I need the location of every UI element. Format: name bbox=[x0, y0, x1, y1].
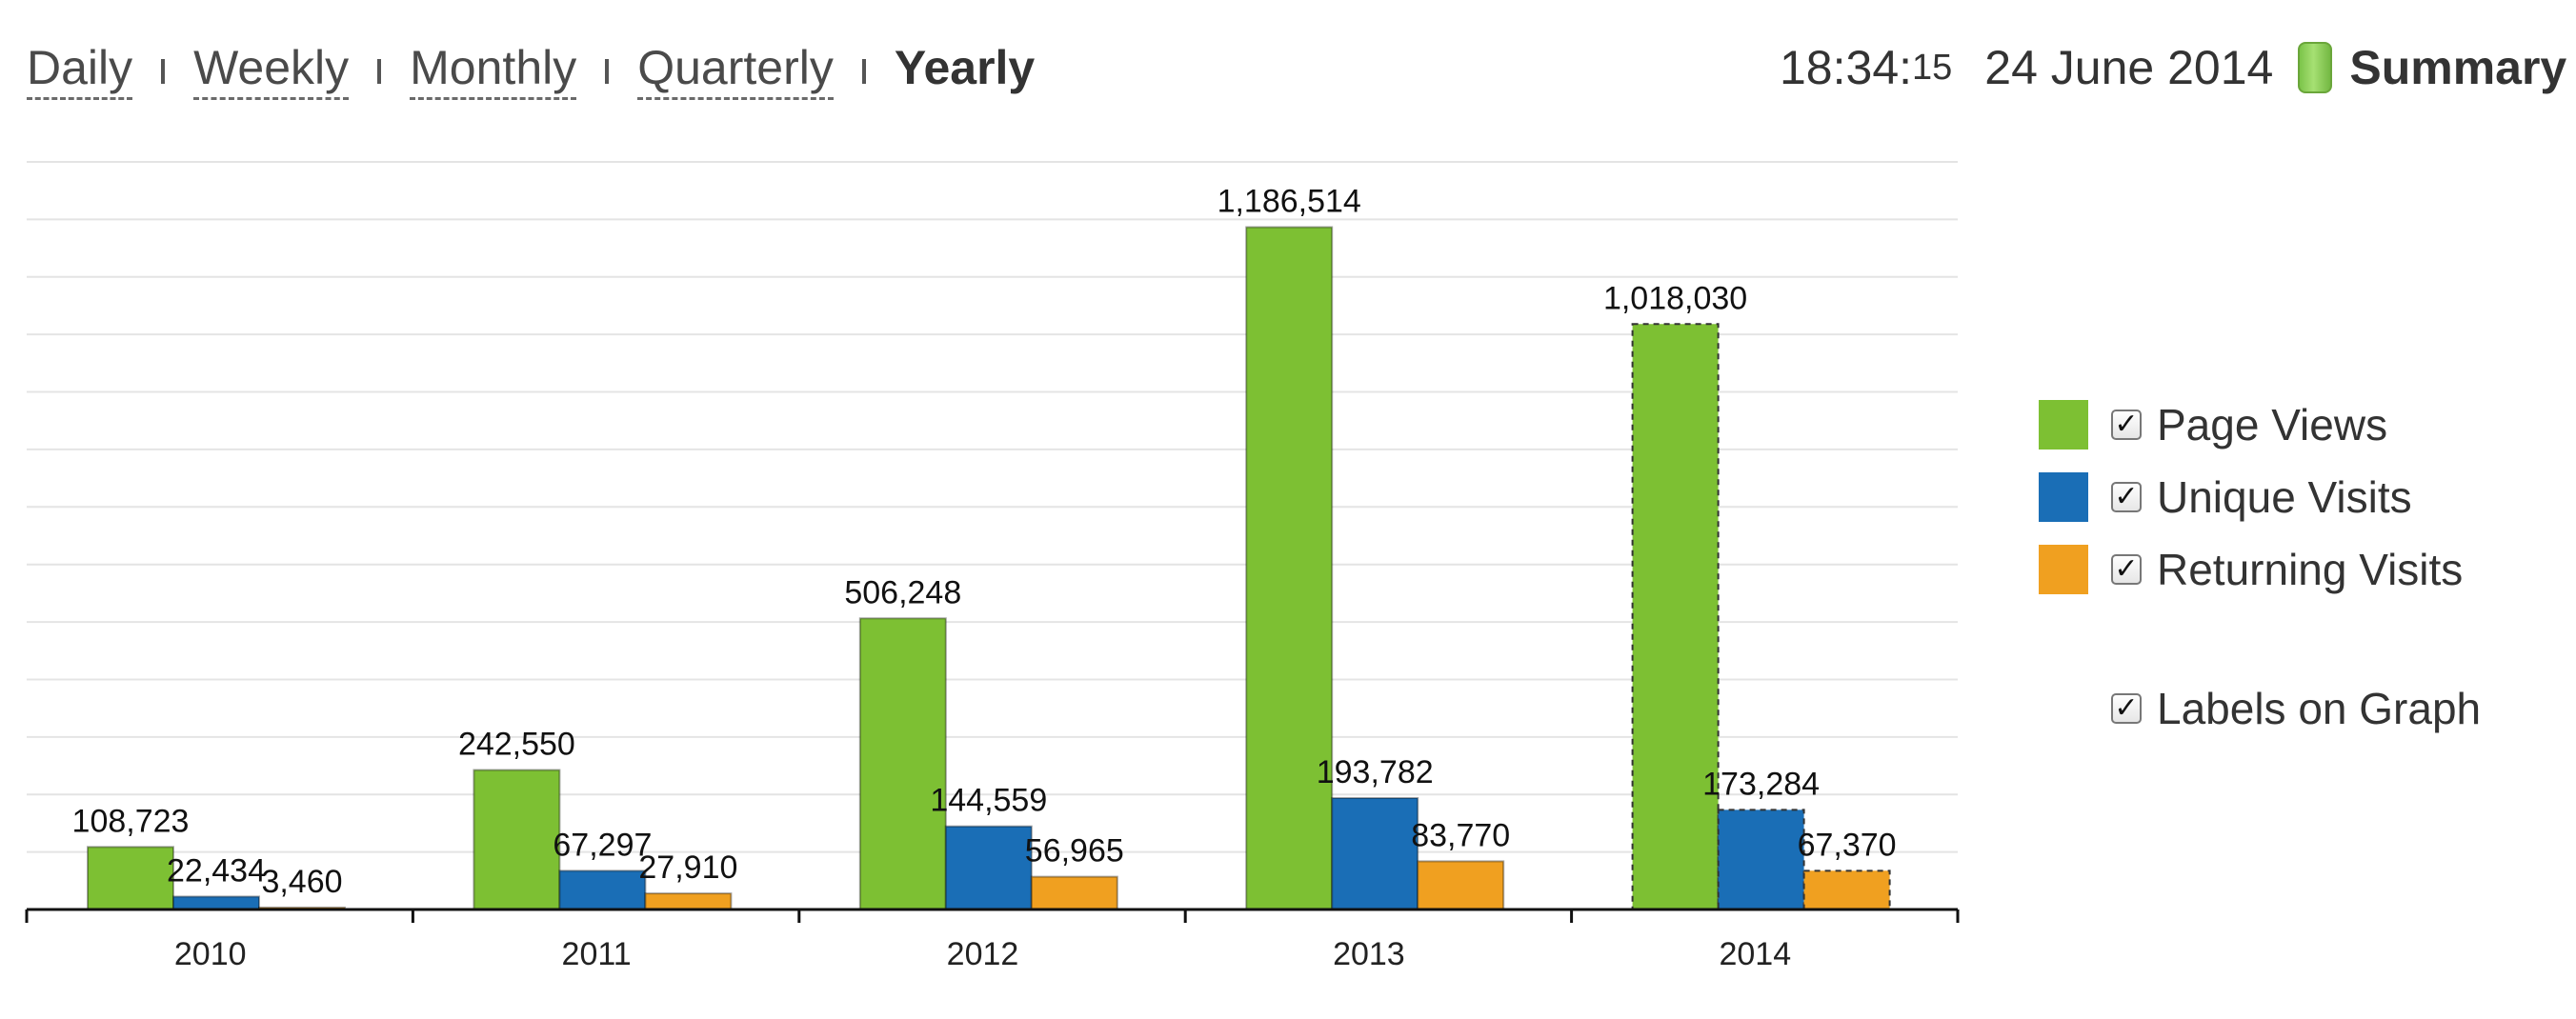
bar-returning-visits-2014 bbox=[1802, 869, 1891, 911]
check-mark: ✓ bbox=[2114, 552, 2139, 586]
bar-returning-visits-2011 bbox=[644, 892, 733, 911]
data-label-unique-visits-2011: 67,297 bbox=[553, 827, 652, 863]
bar-unique-visits-2013 bbox=[1331, 796, 1419, 910]
data-label-returning-visits-2013: 83,770 bbox=[1411, 817, 1510, 853]
legend-swatch-spacer bbox=[2039, 684, 2088, 733]
period-separator bbox=[161, 59, 166, 84]
x-tick-label-2011: 2011 bbox=[562, 936, 632, 972]
check-mark: ✓ bbox=[2114, 691, 2139, 725]
period-separator bbox=[861, 59, 866, 84]
bar-unique-visits-2010 bbox=[172, 895, 260, 910]
x-axis: 2010 2011 2012 2013 2014 bbox=[25, 908, 1960, 972]
bar-page-views-2010 bbox=[87, 846, 174, 910]
period-separator bbox=[377, 59, 382, 84]
data-label-unique-visits-2013: 193,782 bbox=[1317, 754, 1434, 790]
bar-page-views-2013 bbox=[1245, 226, 1334, 911]
clock-seconds: 15 bbox=[1912, 48, 1953, 88]
x-tick-label-2010: 2010 bbox=[174, 936, 247, 972]
data-label-page-views-2014: 1,018,030 bbox=[1603, 280, 1747, 316]
legend-label: Page Views bbox=[2157, 400, 2388, 450]
data-label-unique-visits-2012: 144,559 bbox=[930, 783, 1047, 819]
period-nav: Daily Weekly Monthly Quarterly Yearly bbox=[27, 40, 1035, 107]
bar-returning-visits-2013 bbox=[1417, 860, 1505, 911]
data-label-unique-visits-2014: 173,284 bbox=[1702, 766, 1820, 802]
data-label-page-views-2011: 242,550 bbox=[458, 727, 575, 763]
period-separator bbox=[605, 59, 610, 84]
current-date: 24 June 2014 bbox=[1984, 41, 2274, 94]
period-monthly-link[interactable]: Monthly bbox=[410, 40, 577, 100]
clock-area: 18:34: 15 24 June 2014 Summary bbox=[1780, 40, 2566, 107]
data-label-returning-visits-2012: 56,965 bbox=[1025, 833, 1124, 869]
checkbox-checked-icon[interactable]: ✓ bbox=[2111, 554, 2142, 585]
data-label-page-views-2010: 108,723 bbox=[72, 803, 190, 839]
data-label-unique-visits-2010: 22,434 bbox=[167, 852, 266, 889]
x-tick-label-2013: 2013 bbox=[1333, 936, 1405, 972]
data-label-returning-visits-2014: 67,370 bbox=[1798, 827, 1897, 863]
check-mark: ✓ bbox=[2114, 408, 2139, 441]
bar-returning-visits-2012 bbox=[1030, 875, 1118, 911]
labels-on-graph-label: Labels on Graph bbox=[2157, 684, 2482, 733]
legend-item-page-views[interactable]: ✓ Page Views bbox=[2039, 389, 2481, 461]
legend-label: Returning Visits bbox=[2157, 545, 2464, 594]
bar-page-views-2011 bbox=[473, 769, 561, 910]
bars bbox=[87, 226, 1891, 911]
data-label-page-views-2012: 506,248 bbox=[844, 574, 961, 610]
bar-page-views-2012 bbox=[858, 617, 947, 910]
legend-item-returning-visits[interactable]: ✓ Returning Visits bbox=[2039, 533, 2481, 606]
bar-unique-visits-2012 bbox=[944, 825, 1033, 911]
checkbox-checked-icon[interactable]: ✓ bbox=[2111, 693, 2142, 724]
period-quarterly-link[interactable]: Quarterly bbox=[637, 40, 834, 100]
period-weekly-link[interactable]: Weekly bbox=[193, 40, 350, 100]
checkbox-checked-icon[interactable]: ✓ bbox=[2111, 482, 2142, 512]
legend-swatch-unique-visits bbox=[2039, 472, 2088, 522]
clock-time: 18:34: bbox=[1780, 41, 1913, 94]
summary-link[interactable]: Summary bbox=[2349, 41, 2567, 94]
legend: ✓ Page Views ✓ Unique Visits ✓ Returning… bbox=[2039, 389, 2481, 745]
data-label-returning-visits-2010: 3,460 bbox=[261, 864, 342, 900]
bar-unique-visits-2014 bbox=[1717, 809, 1805, 910]
data-label-page-views-2013: 1,186,514 bbox=[1218, 184, 1361, 220]
data-label-returning-visits-2011: 27,910 bbox=[638, 849, 737, 886]
period-yearly-link[interactable]: Yearly bbox=[894, 41, 1036, 94]
legend-spacer bbox=[2039, 606, 2481, 672]
x-tick-label-2014: 2014 bbox=[1719, 936, 1791, 972]
check-mark: ✓ bbox=[2114, 480, 2139, 513]
summary-cylinder-icon[interactable] bbox=[2298, 42, 2333, 93]
bar-unique-visits-2011 bbox=[558, 869, 647, 911]
x-tick-label-2012: 2012 bbox=[947, 936, 1019, 972]
bar-page-views-2014 bbox=[1631, 323, 1720, 911]
period-daily-link[interactable]: Daily bbox=[27, 40, 133, 100]
legend-label: Unique Visits bbox=[2157, 472, 2412, 522]
legend-swatch-page-views bbox=[2039, 400, 2088, 450]
checkbox-checked-icon[interactable]: ✓ bbox=[2111, 410, 2142, 440]
labels-on-graph-toggle[interactable]: ✓ Labels on Graph bbox=[2039, 672, 2481, 745]
legend-item-unique-visits[interactable]: ✓ Unique Visits bbox=[2039, 461, 2481, 533]
legend-swatch-returning-visits bbox=[2039, 545, 2088, 594]
